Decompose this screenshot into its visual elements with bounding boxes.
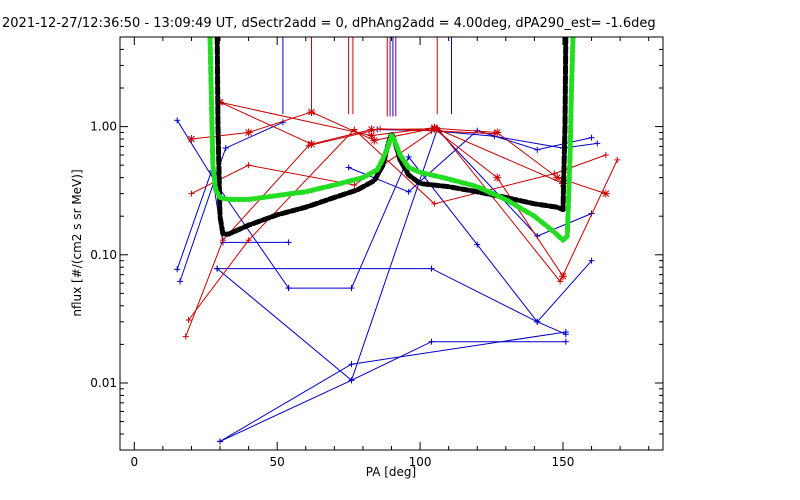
star-marker-d2 [493,129,501,136]
plus-marker [594,140,601,147]
star-marker-d2 [370,137,378,144]
star-marker [307,107,316,116]
star-marker-d2 [602,190,610,197]
star-marker [367,131,376,140]
plus-marker [348,377,355,384]
plus-marker [557,278,564,285]
y-axis-label: nflux [#/(cm2 s sr MeV)] [70,169,84,316]
y-tick-label: 0.10 [90,248,117,262]
x-axis: 0 50 100 150 [130,37,650,469]
series-line [191,127,618,283]
plus-marker [351,182,358,189]
plus-marker [428,265,435,272]
plus-marker [185,316,192,323]
x-axis-label: PA [deg] [366,465,416,479]
x-tick-label: 50 [270,455,285,469]
series-line [176,170,289,270]
star-marker-d2 [493,174,501,181]
plus-marker [588,257,595,264]
chart-title: 2021-12-27/12:36:50 - 13:09:49 UT, dSect… [2,16,656,31]
star-marker-d2 [188,135,195,143]
series-line [219,101,564,184]
plus-marker [222,145,229,152]
star-marker-d2 [308,108,315,116]
series-line [176,120,290,289]
plus-marker [285,239,292,246]
star-marker-d2 [368,132,375,140]
star-marker-d2 [559,272,567,280]
series-line [219,331,566,442]
star-marker-d2 [308,140,315,148]
plus-marker [348,361,355,368]
plus-marker [182,333,189,340]
x-tick-label: 100 [409,455,432,469]
plus-marker [405,153,412,160]
star-marker [307,140,316,149]
plot-frame [119,36,664,451]
star-marker [244,128,253,137]
star-marker-d2 [245,129,252,136]
plus-marker [214,265,221,272]
plus-marker [177,278,184,285]
star-marker [601,189,610,198]
plus-marker [174,117,181,124]
series-line [219,128,592,442]
star-marker [493,128,502,137]
series-line [216,268,566,381]
plus-marker [405,188,412,195]
x-tick-label: 0 [130,455,138,469]
plus-marker [219,237,226,244]
series-line [217,268,566,335]
star-marker [370,136,379,145]
star-marker [367,125,376,134]
model-curve [207,37,576,243]
plot-area [174,37,621,445]
plus-marker [588,134,595,141]
star-marker-d2 [368,126,375,133]
plus-marker [562,338,569,345]
star-marker [430,123,439,132]
y-tick-label: 0.01 [90,376,117,390]
star-marker [558,272,567,281]
plus-marker [285,285,292,292]
series-line [219,101,564,277]
plus-marker [431,200,438,207]
plus-marker [428,338,435,345]
plus-marker [345,164,352,171]
plus-marker [602,152,609,159]
star-marker [187,135,196,144]
star-marker [493,173,502,182]
y-axis: 0.01 0.10 1.00 [90,36,663,451]
plus-marker [245,237,252,244]
plus-marker [174,266,181,273]
star-marker-d2 [431,124,438,132]
series-line [179,121,284,282]
plus-marker [534,146,541,153]
plus-marker [534,318,541,325]
plus-marker [217,438,224,445]
series-line [191,111,606,195]
x-tick-label: 150 [552,455,575,469]
plus-marker [348,285,355,292]
plus-marker [377,125,384,132]
y-tick-label: 1.00 [90,120,117,134]
plus-marker [474,241,481,248]
plus-marker [245,162,252,169]
plus-marker [614,156,621,163]
plus-marker [188,190,195,197]
plus-marker [562,328,569,335]
series-line [288,155,592,323]
